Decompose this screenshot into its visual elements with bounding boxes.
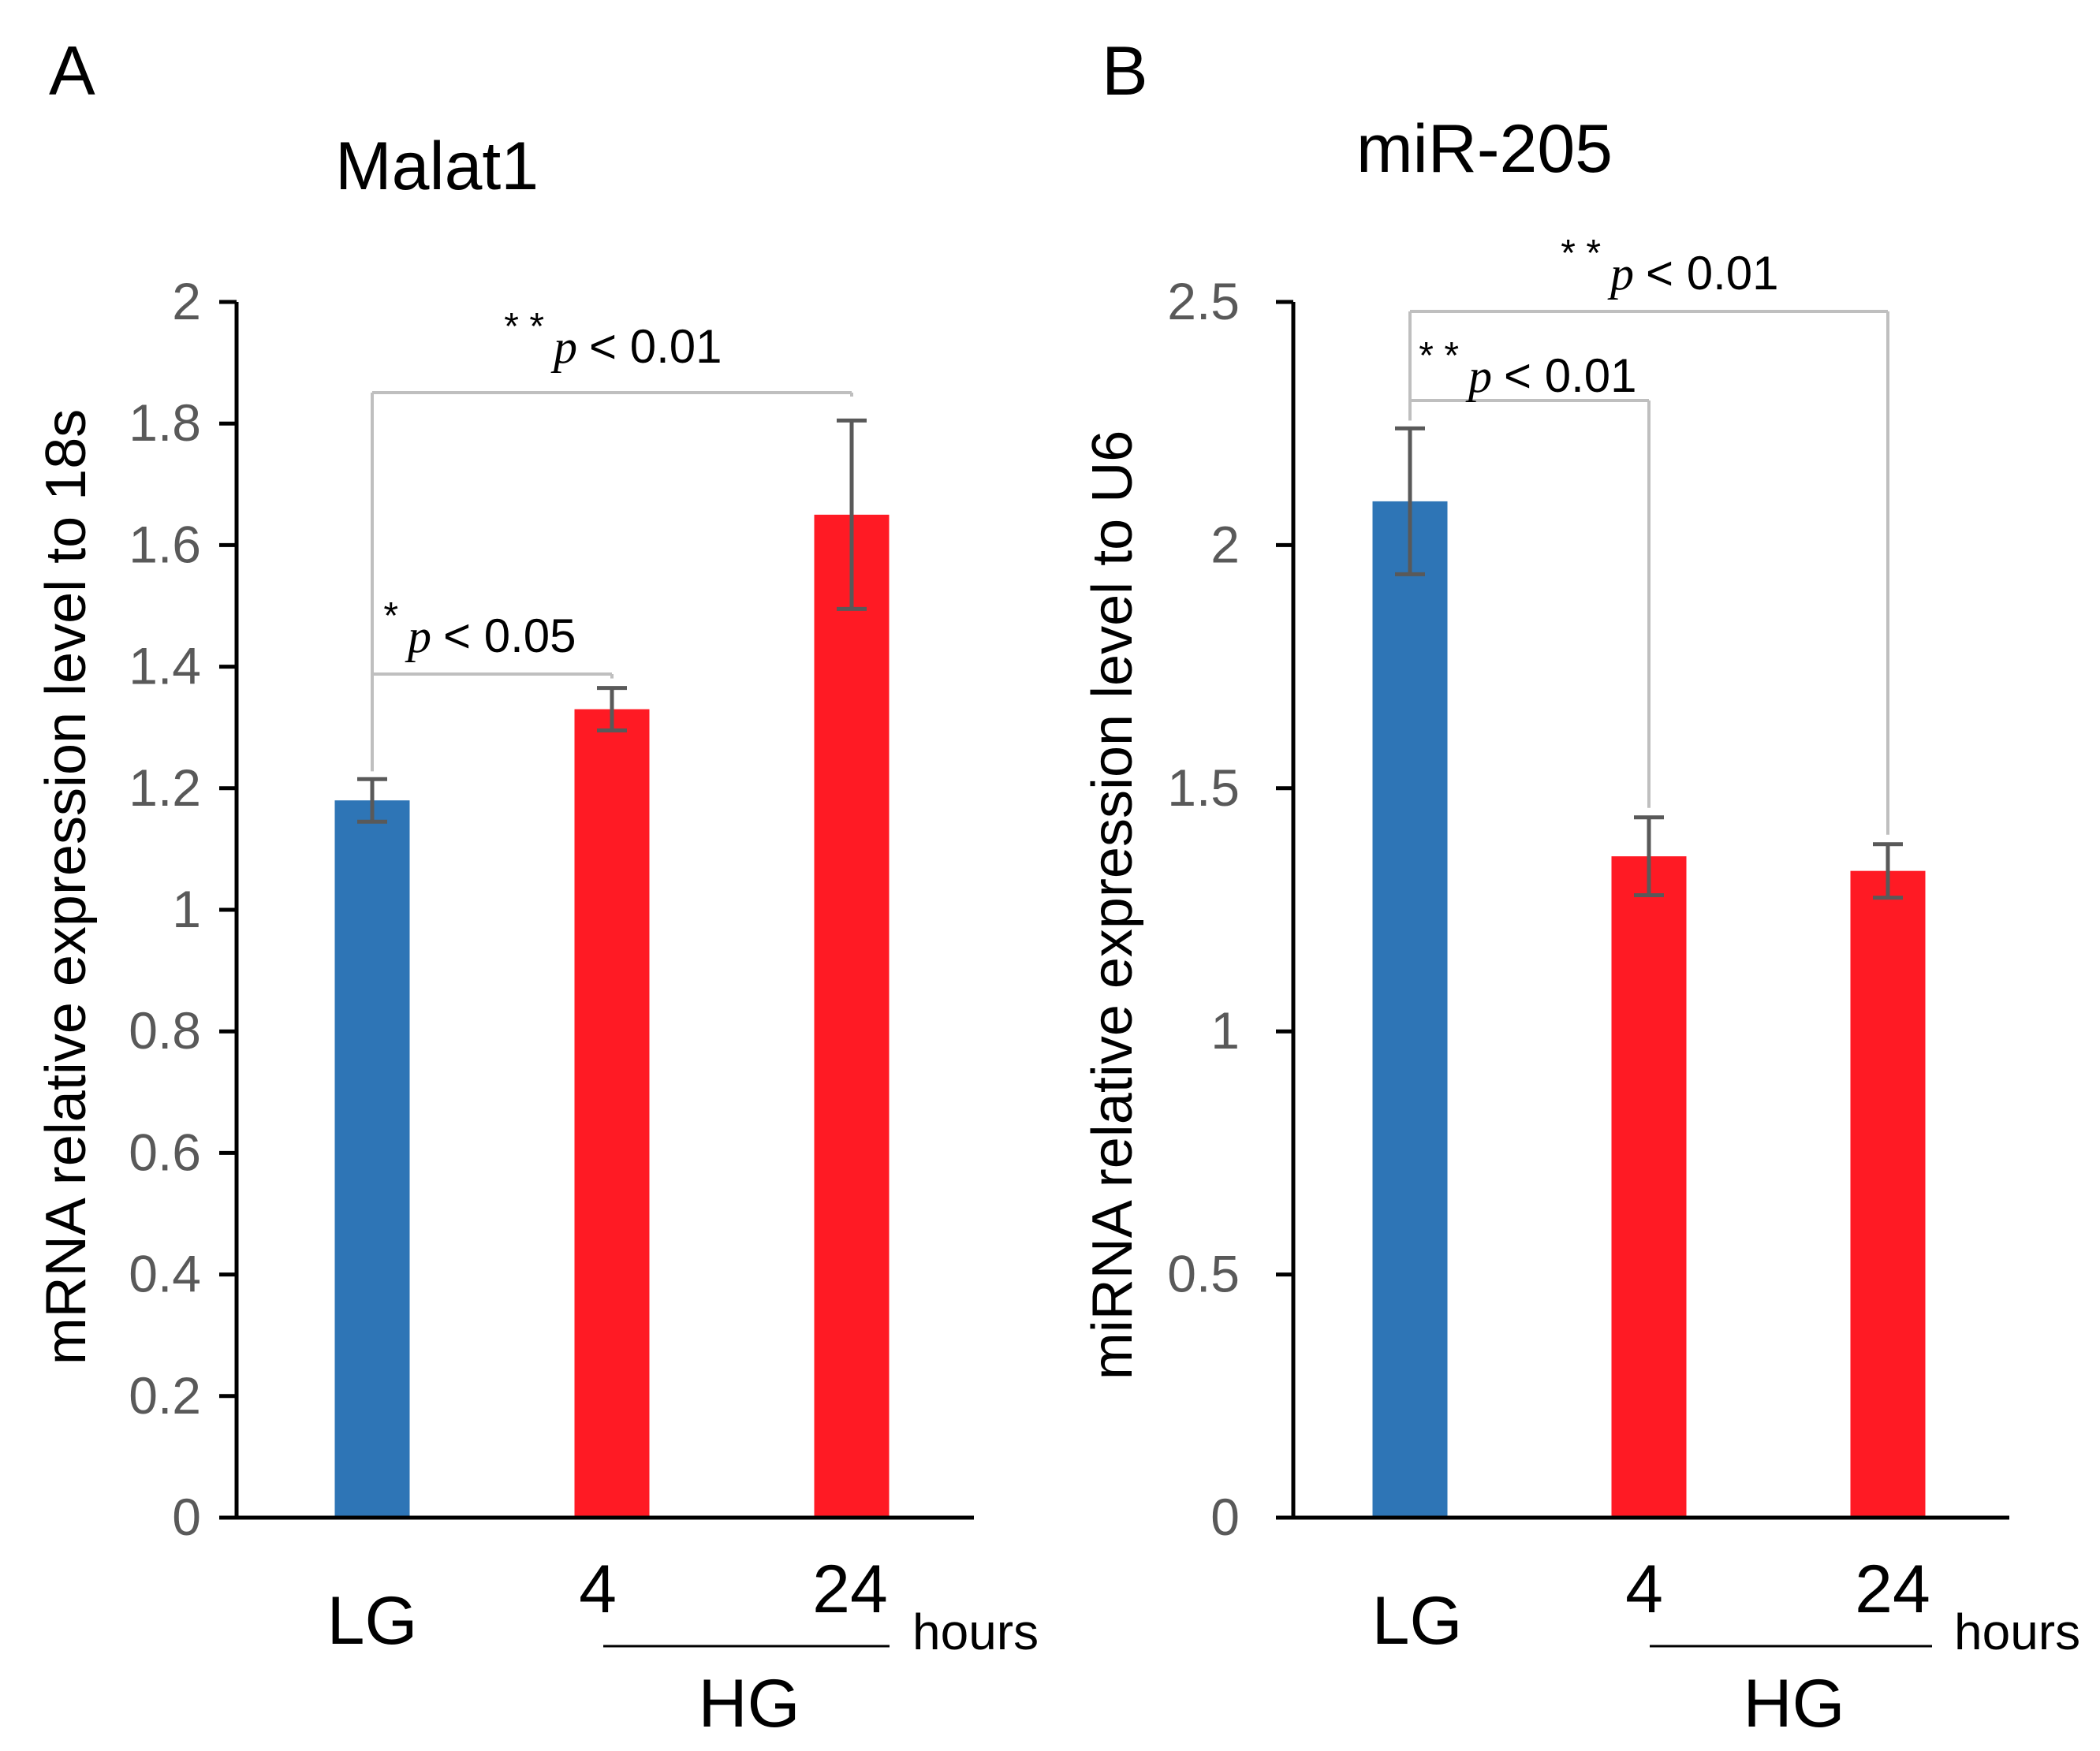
panel-a-error-bar-24 [837, 418, 867, 611]
panel-b-error-bar-LG [1395, 426, 1425, 576]
panel-b-y-tick-label: 1.5 [1167, 758, 1240, 817]
panel-b-error-bar-24 [1873, 842, 1903, 900]
panel-b-letter: B [1102, 32, 1148, 110]
panel-b-significance-label: p < 0.01 [1607, 247, 1779, 300]
panel-a-group-label: HG [699, 1666, 800, 1742]
panel-a-y-tick-label: 1 [172, 880, 201, 938]
panel-b-y-tick-label: 0.5 [1167, 1245, 1240, 1303]
panel-b-significance-stars: * * [1561, 233, 1601, 274]
panel-b-category-label: 24 [1855, 1552, 1930, 1627]
panel-a-y-tick-label: 0.8 [129, 1001, 201, 1060]
panel-a-category-label: LG [327, 1583, 418, 1659]
panel-a-unit-label: hours [912, 1604, 1039, 1660]
panel-a-title: Malat1 [335, 129, 539, 204]
panel-b-category-label: LG [1372, 1583, 1463, 1659]
panel-a-y-tick-label: 2 [172, 272, 201, 330]
panel-b-category-label: 4 [1625, 1552, 1663, 1627]
panel-a-bar-4 [574, 709, 650, 1518]
panel-a-y-tick-label: 1.6 [129, 515, 201, 573]
panel-a-y-tick-label: 1.4 [129, 637, 201, 695]
panel-a-category-label: 24 [812, 1552, 888, 1627]
panel-b-error-bar-4 [1634, 815, 1664, 897]
panel-a-error-bar-LG [357, 777, 387, 824]
panel-b-title: miR-205 [1356, 111, 1613, 187]
panel-a-bar-LG [334, 800, 410, 1518]
panel-a-chart: A Malat1 mRNA relative expression level … [35, 32, 1039, 1742]
panel-b-bar-LG [1372, 501, 1448, 1518]
panel-b-significance-bracket [1408, 310, 1889, 835]
panel-b-significance-stars: * * [1419, 335, 1459, 377]
panel-a-error-bar-4 [597, 686, 627, 733]
panel-b-unit-label: hours [1954, 1604, 2080, 1660]
panel-b-y-tick-label: 1 [1210, 1001, 1240, 1060]
panel-a-y-tick-label: 0.2 [129, 1366, 201, 1425]
panel-a-y-tick-label: 0.6 [129, 1123, 201, 1181]
panel-b-chart: B miR-205 miRNA relative expression leve… [1081, 32, 2080, 1742]
panel-a-y-tick-label: 0 [172, 1488, 201, 1546]
panel-b-bar-4 [1611, 856, 1687, 1518]
panel-b-significance-label: p < 0.01 [1465, 349, 1637, 402]
panel-a-category-label: 4 [579, 1552, 617, 1627]
panel-b-y-tick-label: 0 [1210, 1488, 1240, 1546]
panel-a-significance-stars: * * [504, 306, 544, 348]
panel-b-y-axis-title: miRNA relative expression level to U6 [1081, 430, 1144, 1380]
panel-a-bar-24 [814, 514, 890, 1518]
panel-b-bar-24 [1850, 870, 1926, 1518]
panel-b-y-tick-label: 2 [1210, 515, 1240, 573]
panel-b-y-tick-label: 2.5 [1167, 272, 1240, 330]
panel-a-significance-bracket [371, 391, 853, 772]
panel-a-significance-label: p < 0.01 [550, 320, 722, 373]
panel-a-significance-label: p < 0.05 [405, 609, 576, 662]
panel-a-y-tick-label: 1.2 [129, 758, 201, 817]
panel-a-significance-stars: * [383, 595, 398, 637]
panel-a-y-tick-label: 1.8 [129, 393, 201, 452]
panel-a-y-axis-title: mRNA relative expression level to 18s [35, 409, 98, 1365]
panel-a-letter: A [49, 32, 95, 110]
panel-b-group-label: HG [1744, 1666, 1845, 1742]
panel-a-y-tick-label: 0.4 [129, 1245, 201, 1303]
